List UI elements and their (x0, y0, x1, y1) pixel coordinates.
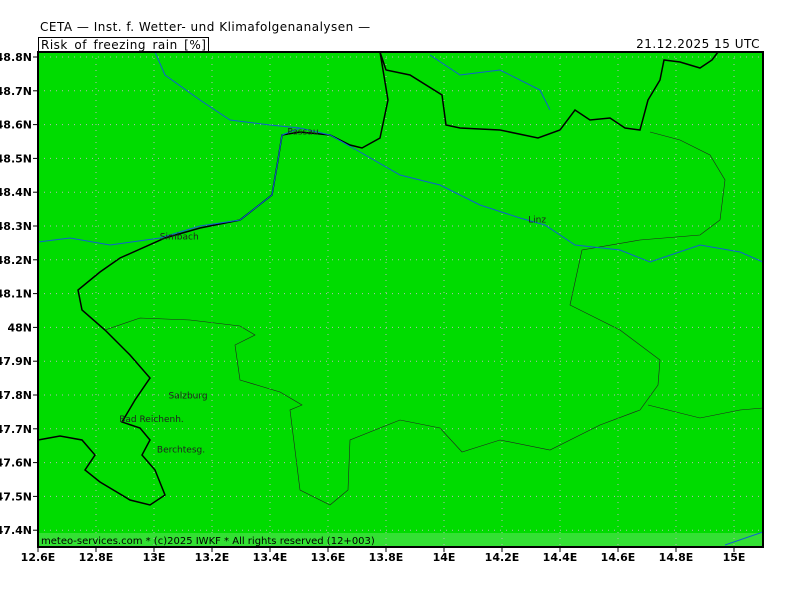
x-tick-label: 12.6E (21, 551, 56, 564)
valid-time: 21.12.2025 15 UTC (636, 37, 760, 51)
y-tick-label: 47.5N (0, 490, 32, 503)
city-label: Berchtesg. (157, 445, 205, 455)
y-tick-label: 48.1N (0, 288, 32, 301)
city-label: Salzburg (169, 391, 208, 401)
y-tick-label: 47.4N (0, 524, 32, 537)
y-tick-label: 48.5N (0, 152, 32, 165)
y-tick-label: 48N (7, 321, 32, 334)
x-tick-label: 14.4E (543, 551, 578, 564)
y-tick-label: 48.2N (0, 254, 32, 267)
x-tick-label: 13.8E (369, 551, 404, 564)
y-tick-label: 47.8N (0, 389, 32, 402)
map-frame (37, 51, 764, 548)
x-tick-label: 12.8E (79, 551, 114, 564)
freezing-rain-field (38, 52, 763, 547)
y-tick-label: 47.7N (0, 423, 32, 436)
rivers (37, 51, 764, 546)
x-tick-label: 14.8E (659, 551, 694, 564)
city-label: Passau (287, 128, 318, 138)
x-tick-label: 13.2E (195, 551, 230, 564)
y-tick-label: 48.3N (0, 220, 32, 233)
y-tick-label: 48.6N (0, 119, 32, 132)
x-tick-label: 13E (143, 551, 166, 564)
x-tick-label: 13.6E (311, 551, 346, 564)
x-tick-label: 15E (723, 551, 746, 564)
x-tick-label: 14.6E (601, 551, 636, 564)
city-label: Simbach (160, 233, 199, 243)
city-label: Linz (528, 216, 546, 226)
parameter-label: Risk_of_freezing_rain_[%] (38, 37, 210, 52)
x-tick-label: 13.4E (253, 551, 288, 564)
city-label: Bad Reichenh. (119, 415, 184, 425)
y-tick-label: 47.9N (0, 355, 32, 368)
y-tick-label: 48.4N (0, 186, 32, 199)
x-tick-label: 14.2E (485, 551, 520, 564)
footer-band (38, 533, 763, 547)
footer-credit: meteo-services.com * (c)2025 IWKF * All … (41, 536, 375, 547)
x-tick-label: 14E (433, 551, 456, 564)
y-tick-label: 48.7N (0, 85, 32, 98)
y-tick-label: 48.8N (0, 51, 32, 64)
state-borders (104, 131, 764, 506)
y-tick-label: 47.6N (0, 457, 32, 470)
institution-title: CETA — Inst. f. Wetter- und Klimafolgena… (40, 20, 371, 34)
